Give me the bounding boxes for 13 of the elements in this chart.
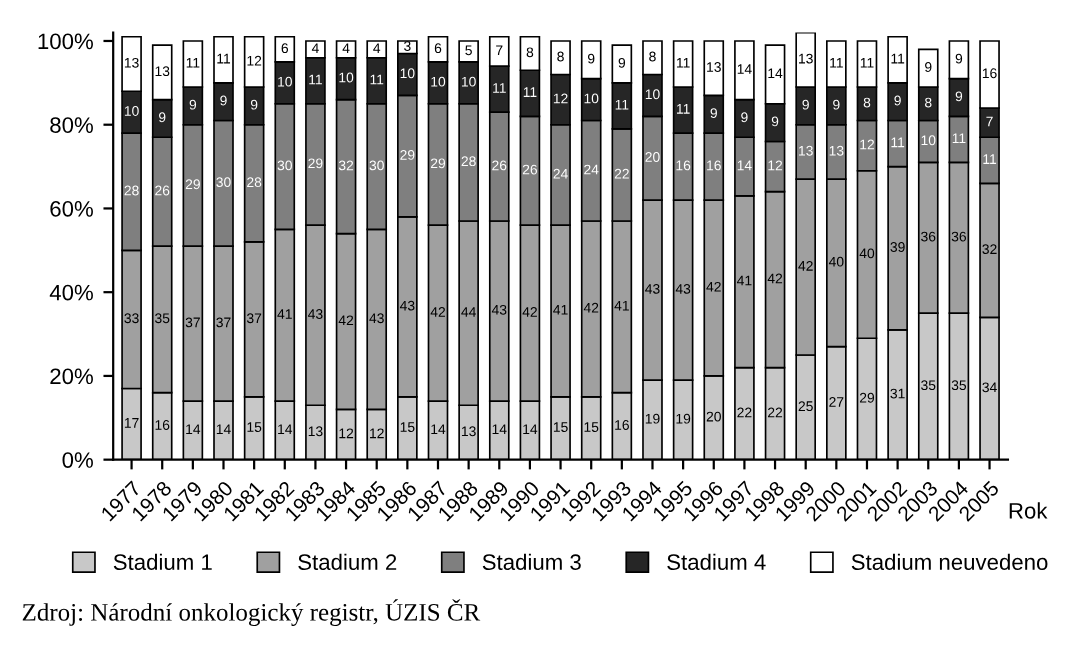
- legend-label: Stadium 1: [113, 553, 212, 571]
- text: Zdroj: Národní onkologický registr, ÚZIS ČR: [22, 599, 481, 626]
- legend-label: Stadium 4: [667, 553, 766, 571]
- y-tick-label: 100%: [38, 33, 93, 50]
- x-axis-title: Rok: [1009, 502, 1048, 519]
- y-tick-label: 0%: [62, 452, 93, 468]
- y-tick-label: 80%: [50, 117, 93, 133]
- legend-label: Stadium 2: [298, 553, 397, 571]
- legend-label: Stadium neuvedeno: [851, 553, 1048, 571]
- legend-label: Stadium 3: [482, 553, 581, 571]
- y-tick-label: 40%: [49, 284, 93, 301]
- y-tick-label: 20%: [50, 368, 93, 385]
- y-tick-label: 60%: [50, 200, 93, 217]
